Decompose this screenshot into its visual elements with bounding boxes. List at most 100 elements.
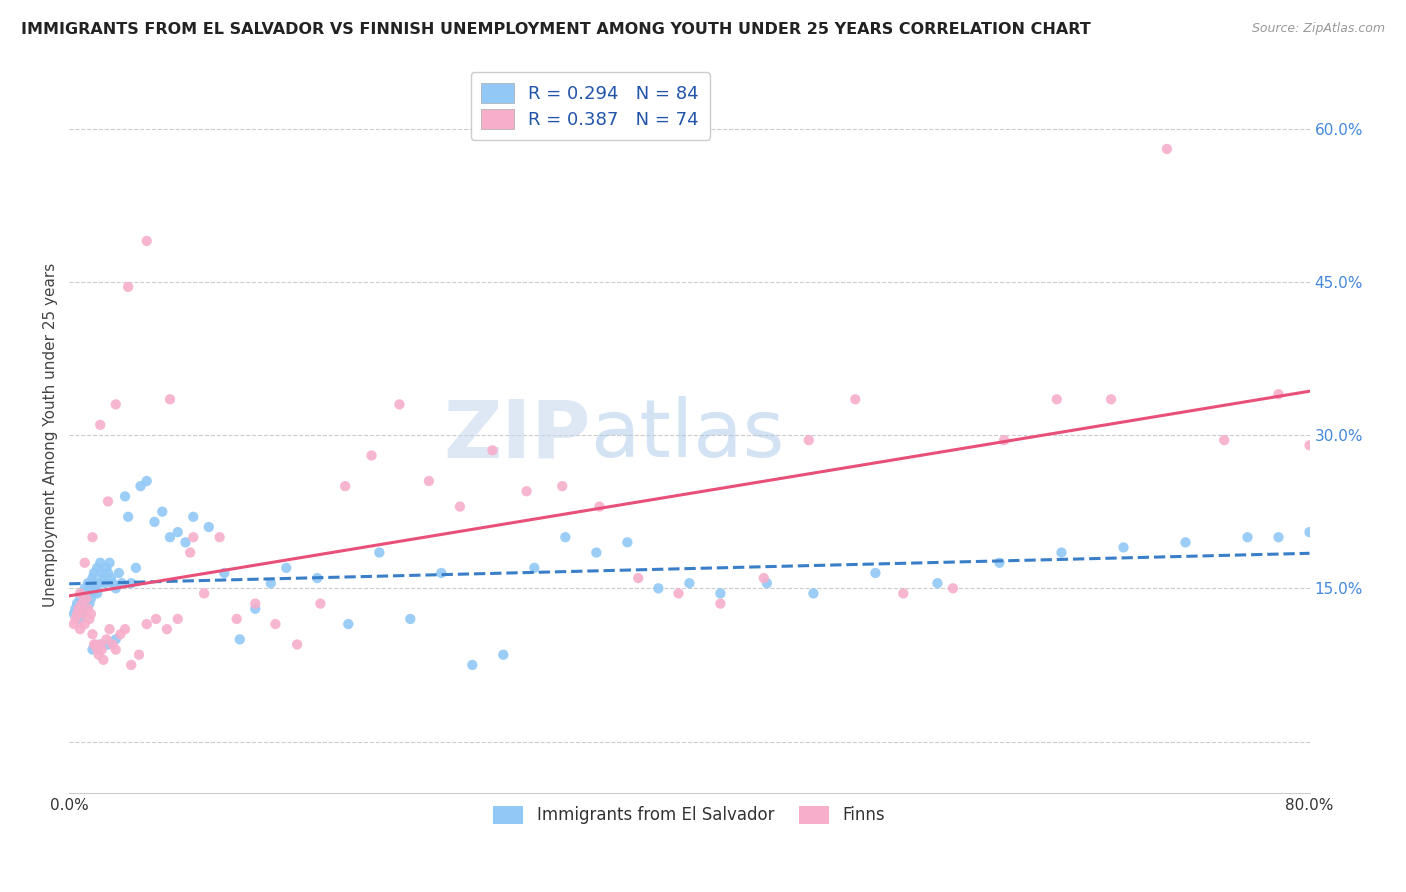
Point [181, 530, 204, 544]
Point [156, 622, 179, 636]
Point [104, 642, 127, 657]
Point [90, 566, 112, 580]
Point [73, 617, 96, 632]
Point [96, 632, 118, 647]
Point [114, 489, 136, 503]
Point [125, 561, 148, 575]
Point [63, 607, 86, 621]
Point [101, 576, 124, 591]
Point [1267, 530, 1289, 544]
Point [1267, 387, 1289, 401]
Point [97, 638, 120, 652]
Point [117, 509, 139, 524]
Point [79, 597, 101, 611]
Point [94, 576, 117, 591]
Point [82, 627, 104, 641]
Point [481, 443, 503, 458]
Point [83, 576, 105, 591]
Point [135, 617, 157, 632]
Point [80, 607, 103, 621]
Point [135, 474, 157, 488]
Point [616, 535, 638, 549]
Point [75, 591, 97, 606]
Point [927, 576, 949, 591]
Point [69, 622, 91, 636]
Point [755, 576, 778, 591]
Point [993, 433, 1015, 447]
Point [307, 571, 329, 585]
Point [174, 535, 197, 549]
Point [69, 612, 91, 626]
Point [91, 571, 114, 585]
Point [76, 586, 98, 600]
Point [145, 612, 167, 626]
Point [73, 556, 96, 570]
Point [86, 586, 108, 600]
Point [73, 582, 96, 596]
Point [98, 622, 121, 636]
Point [63, 617, 86, 632]
Point [66, 597, 89, 611]
Point [285, 638, 308, 652]
Point [197, 520, 219, 534]
Point [96, 561, 118, 575]
Point [1046, 392, 1069, 407]
Point [89, 638, 111, 652]
Point [120, 576, 142, 591]
Point [1236, 530, 1258, 544]
Point [245, 601, 267, 615]
Point [86, 642, 108, 657]
Point [89, 417, 111, 432]
Point [66, 607, 89, 621]
Point [76, 576, 98, 591]
Point [108, 566, 131, 580]
Point [709, 597, 731, 611]
Point [82, 642, 104, 657]
Point [89, 638, 111, 652]
Point [70, 586, 93, 600]
Point [69, 591, 91, 606]
Point [65, 612, 87, 626]
Point [181, 509, 204, 524]
Point [1112, 541, 1135, 555]
Point [82, 586, 104, 600]
Point [516, 484, 538, 499]
Point [159, 530, 181, 544]
Point [360, 449, 382, 463]
Point [117, 280, 139, 294]
Point [627, 571, 650, 585]
Point [797, 433, 820, 447]
Point [588, 500, 610, 514]
Point [87, 576, 110, 591]
Point [844, 392, 866, 407]
Point [79, 582, 101, 596]
Point [803, 586, 825, 600]
Point [179, 545, 201, 559]
Point [89, 556, 111, 570]
Point [988, 556, 1011, 570]
Point [104, 397, 127, 411]
Point [83, 566, 105, 580]
Point [449, 500, 471, 514]
Point [1298, 525, 1320, 540]
Point [647, 582, 669, 596]
Point [368, 545, 391, 559]
Point [752, 571, 775, 585]
Point [67, 604, 90, 618]
Point [143, 515, 166, 529]
Point [65, 601, 87, 615]
Point [73, 597, 96, 611]
Point [82, 571, 104, 585]
Point [245, 597, 267, 611]
Point [82, 530, 104, 544]
Point [229, 632, 252, 647]
Point [128, 648, 150, 662]
Point [86, 561, 108, 575]
Point [260, 576, 283, 591]
Text: Source: ZipAtlas.com: Source: ZipAtlas.com [1251, 22, 1385, 36]
Point [668, 586, 690, 600]
Point [67, 601, 90, 615]
Point [114, 622, 136, 636]
Text: ZIP: ZIP [443, 396, 591, 474]
Point [1213, 433, 1236, 447]
